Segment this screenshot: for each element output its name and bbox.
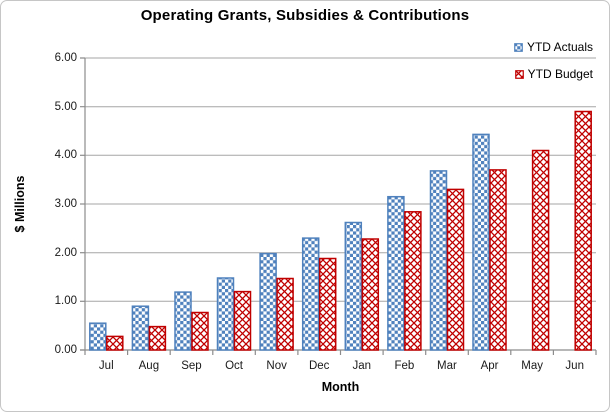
- y-tick-label-0.00: 0.00: [54, 344, 77, 356]
- y-tick-label-2.00: 2.00: [54, 246, 77, 259]
- y-axis-title: $ Millions: [13, 175, 27, 233]
- x-tick-label-jun: Jun: [565, 360, 584, 372]
- x-tick-label-apr: Apr: [480, 360, 499, 372]
- bar-ytd-budget-dec: [318, 257, 337, 351]
- x-tick-label-nov: Nov: [266, 360, 287, 372]
- bar-ytd-actuals-aug: [131, 305, 150, 351]
- ytd-budget-swatch-icon: [514, 69, 524, 79]
- y-tick-label-6.00: 6.00: [54, 52, 77, 64]
- bar-ytd-actuals-oct: [216, 277, 235, 351]
- bar-ytd-actuals-jul: [89, 322, 107, 351]
- bar-ytd-budget-aug: [148, 325, 167, 351]
- bar-ytd-actuals-dec: [301, 237, 320, 351]
- bar-ytd-budget-may: [531, 149, 550, 351]
- bar-ytd-budget-mar: [446, 188, 465, 351]
- bar-ytd-budget-jan: [361, 238, 380, 351]
- x-tick-label-oct: Oct: [225, 360, 243, 372]
- bar-ytd-budget-jun: [574, 110, 592, 351]
- legend-label-ytd-actuals: YTD Actuals: [526, 40, 593, 54]
- x-tick-label-feb: Feb: [394, 360, 415, 372]
- legend-item-ytd-budget: YTD Budget: [513, 66, 594, 82]
- legend-item-ytd-actuals: YTD Actuals: [512, 39, 594, 55]
- y-tick-label-3.00: 3.00: [54, 198, 77, 210]
- legend-label-ytd-budget: YTD Budget: [527, 67, 593, 81]
- x-tick-label-mar: Mar: [437, 360, 457, 372]
- x-tick-label-jul: Jul: [98, 360, 114, 372]
- y-tick-label-5.00: 5.00: [54, 100, 77, 113]
- x-tick-label-sep: Sep: [181, 360, 202, 372]
- bar-ytd-actuals-jan: [344, 221, 363, 351]
- x-tick-label-dec: Dec: [308, 360, 330, 372]
- bar-ytd-actuals-sep: [174, 291, 192, 351]
- x-tick-label-jan: Jan: [352, 360, 372, 372]
- bar-ytd-budget-nov: [276, 277, 294, 351]
- bar-ytd-actuals-nov: [259, 252, 277, 351]
- bar-ytd-budget-apr: [489, 169, 507, 351]
- bar-ytd-budget-oct: [233, 290, 252, 351]
- y-tick-label-4.00: 4.00: [54, 149, 77, 162]
- x-axis-title: Month: [321, 380, 360, 394]
- bar-ytd-actuals-apr: [472, 133, 490, 351]
- chart-title: Operating Grants, Subsidies & Contributi…: [140, 7, 470, 24]
- bar-ytd-budget-feb: [404, 211, 422, 351]
- x-tick-label-aug: Aug: [138, 360, 160, 372]
- ytd-actuals-swatch-icon: [514, 42, 523, 52]
- bar-ytd-budget-sep: [191, 311, 209, 351]
- y-tick-label-1.00: 1.00: [54, 295, 77, 308]
- legend: YTD Actuals YTD Budget: [512, 39, 594, 82]
- bar-ytd-budget-jul: [106, 335, 124, 351]
- bar-ytd-actuals-mar: [429, 170, 448, 351]
- x-tick-label-may: May: [521, 360, 543, 372]
- bar-ytd-actuals-feb: [387, 195, 405, 351]
